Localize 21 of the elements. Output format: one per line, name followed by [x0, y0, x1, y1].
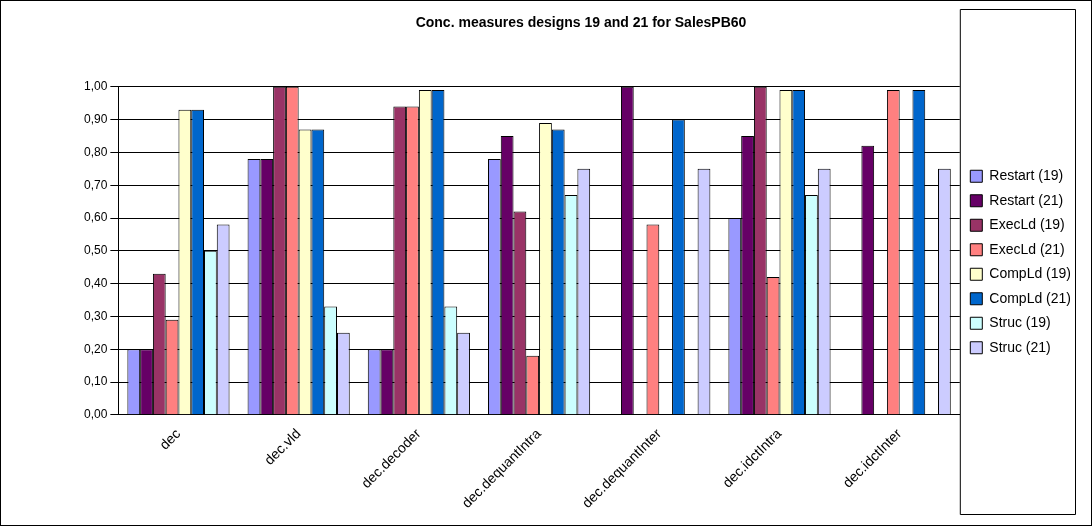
y-tick-label: 0,70	[84, 177, 108, 192]
y-tick-label: 0,40	[84, 275, 108, 290]
y-tick-label: 0,00	[84, 407, 108, 422]
chart-title: Conc. measures designs 19 and 21 for SalesPB60	[415, 14, 747, 31]
x-tick-label: dec	[156, 425, 184, 453]
legend-label: ExecLd (19)	[989, 216, 1065, 233]
y-tick-label: 0,30	[84, 308, 108, 323]
legend-label: Struc (21)	[989, 338, 1051, 355]
legend-label: CompLd (21)	[989, 289, 1071, 306]
y-tick-label: 0,80	[84, 144, 108, 159]
y-tick-label: 0,90	[84, 111, 108, 126]
legend-label: ExecLd (21)	[989, 240, 1065, 257]
y-tick-label: 0,20	[84, 341, 108, 356]
legend-label: CompLd (19)	[989, 265, 1071, 282]
legend-label: Struc (19)	[989, 314, 1051, 331]
y-tick-label: 0,10	[84, 374, 108, 389]
legend-label: Restart (19)	[989, 167, 1064, 184]
y-tick-label: 0,50	[84, 243, 108, 258]
y-tick-label: 1,00	[84, 79, 108, 94]
y-tick-label: 0,60	[84, 210, 108, 225]
legend-label: Restart (21)	[989, 191, 1064, 208]
